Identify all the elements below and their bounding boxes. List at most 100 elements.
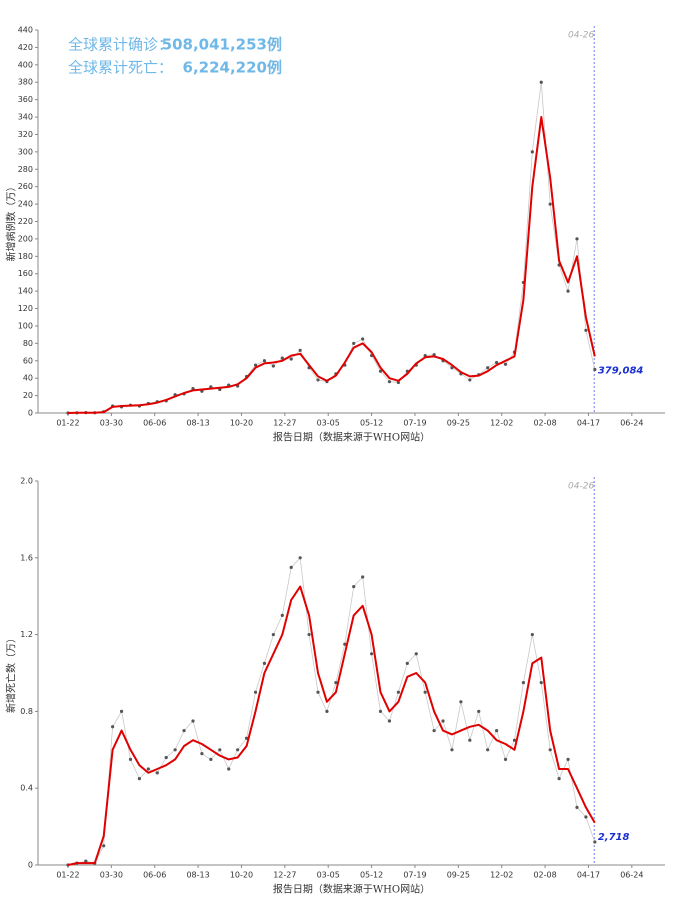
y-tick-label: 100: [18, 321, 33, 330]
daily-line: [67, 82, 596, 414]
daily-point: [503, 362, 508, 366]
daily-point: [289, 565, 293, 570]
daily-point: [548, 202, 552, 206]
x-tick-label: 07-19: [403, 419, 426, 428]
daily-point: [575, 237, 579, 241]
y-tick-label: 160: [18, 269, 33, 278]
x-tick-label: 04-17: [577, 419, 600, 428]
x-tick-label: 07-19: [403, 871, 426, 880]
y-tick-label: 0.4: [20, 784, 33, 793]
y-tick-label: 440: [18, 26, 33, 35]
daily-line: [67, 556, 596, 866]
x-tick-label: 10-20: [230, 419, 253, 428]
average-line: [67, 116, 596, 414]
average-line: [67, 585, 596, 866]
daily-point: [173, 748, 177, 752]
y-tick-label: 280: [18, 165, 33, 174]
x-tick-label: 03-05: [317, 871, 340, 880]
daily-point: [137, 777, 142, 781]
daily-point: [396, 690, 400, 694]
x-tick-label: 06-06: [143, 871, 166, 880]
daily-point: [271, 364, 275, 368]
x-tick-label: 05-12: [360, 419, 383, 428]
daily-point: [593, 367, 597, 372]
daily-point: [218, 748, 222, 752]
x-tick-label: 06-24: [620, 419, 643, 428]
x-tick-label: 05-12: [360, 871, 383, 880]
daily-point: [396, 380, 400, 385]
daily-point: [227, 767, 231, 771]
daily-point: [503, 757, 508, 762]
x-tick-label: 02-08: [533, 419, 556, 428]
y-tick-label: 1.2: [20, 630, 33, 639]
daily-point: [593, 840, 597, 844]
daily-point: [128, 757, 133, 762]
x-tick-label: 08-13: [186, 871, 209, 880]
daily-point: [423, 690, 427, 694]
daily-point: [289, 357, 293, 361]
y-tick-label: 200: [18, 234, 33, 243]
daily-point: [432, 729, 436, 733]
daily-point: [486, 748, 490, 752]
y-tick-label: 140: [18, 287, 33, 296]
daily-point: [155, 771, 159, 775]
daily-point: [111, 725, 115, 729]
y-tick-label: 0: [28, 861, 33, 870]
daily-point: [548, 748, 552, 752]
x-tick-label: 12-02: [490, 419, 513, 428]
y-axis-label: 新增死亡数（万）: [5, 633, 18, 713]
daily-point: [119, 709, 124, 714]
daily-point: [84, 859, 88, 863]
y-tick-label: 180: [18, 252, 33, 261]
x-tick-label: 06-06: [143, 419, 166, 428]
x-tick-label: 06-24: [620, 871, 643, 880]
y-tick-label: 400: [18, 60, 33, 69]
daily-point: [262, 661, 267, 666]
y-tick-label: 240: [18, 200, 33, 209]
x-axis-label: 报告日期（数据来源于WHO网站）: [273, 883, 430, 896]
x-tick-label: 12-27: [273, 419, 296, 428]
daily-point: [575, 805, 579, 810]
daily-point: [200, 752, 204, 756]
daily-point: [378, 709, 383, 714]
x-tick-label: 10-20: [230, 871, 253, 880]
daily-point: [387, 719, 392, 723]
daily-point: [325, 709, 329, 714]
daily-point: [495, 360, 499, 365]
x-tick-label: 09-25: [447, 419, 470, 428]
x-tick-label: 08-13: [186, 419, 209, 428]
daily-point: [468, 738, 472, 742]
summary-label: 全球累计死亡：: [68, 59, 173, 77]
y-tick-label: 1.6: [20, 553, 33, 562]
daily-point: [566, 289, 570, 293]
x-tick-label: 09-25: [447, 871, 470, 880]
daily-point: [378, 369, 383, 373]
daily-point: [182, 729, 186, 733]
y-tick-label: 60: [23, 356, 33, 365]
y-tick-label: 380: [18, 78, 33, 87]
daily-point: [557, 777, 561, 781]
daily-point: [584, 328, 588, 332]
daily-point: [495, 729, 499, 733]
y-axis-label: 新增病例数（万）: [5, 182, 18, 262]
daily-point: [146, 767, 150, 771]
y-tick-label: 220: [18, 217, 33, 226]
daily-point: [539, 681, 543, 685]
daily-point: [280, 613, 284, 618]
daily-point: [369, 652, 374, 656]
daily-point: [441, 719, 445, 723]
end-label: 379,084: [598, 365, 644, 376]
x-axis-label: 报告日期（数据来源于WHO网站）: [273, 431, 430, 444]
daily-point: [298, 556, 302, 560]
daily-point: [512, 738, 517, 742]
y-tick-label: 420: [18, 43, 33, 52]
daily-point: [566, 757, 570, 762]
y-tick-label: 260: [18, 182, 33, 191]
x-tick-label: 01-22: [56, 419, 79, 428]
daily-point: [486, 366, 490, 370]
y-tick-label: 40: [23, 374, 33, 383]
daily-point: [521, 681, 525, 685]
daily-point: [236, 748, 240, 752]
daily-point: [253, 690, 258, 694]
